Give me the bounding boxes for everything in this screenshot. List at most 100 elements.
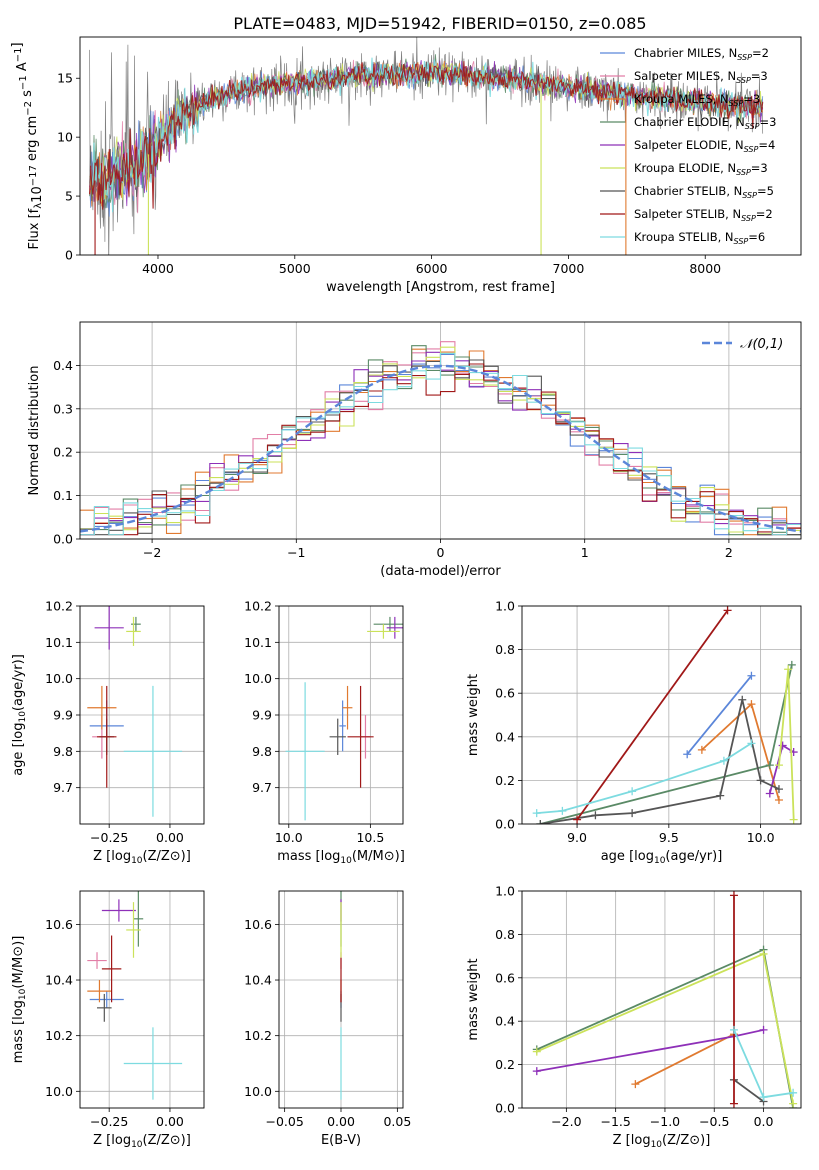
legend-name: Salpeter ELODIE, N — [634, 138, 744, 152]
legend-label: 𝒩(0,1) — [740, 337, 783, 352]
y-tick-label: 10.1 — [244, 635, 272, 650]
residual-histogram — [80, 341, 801, 536]
legend-value: =3 — [743, 92, 760, 106]
y-tick-label: 0.0 — [495, 817, 515, 832]
x-axis-label: (data-model)/error — [380, 564, 501, 579]
observed-spectrum — [89, 37, 764, 255]
legend-sub: SSP — [736, 76, 751, 85]
legend-label: Kroupa STELIB, NSSP=6 — [634, 230, 765, 246]
x-axis-label: Z [log10(Z/Z⊙)] — [613, 1133, 711, 1150]
x-axis-label: age [log10(age/yr)] — [601, 849, 723, 866]
weight-marker — [716, 791, 725, 800]
axis-label-part: ] — [186, 849, 191, 864]
axis-label-part: ] — [11, 654, 26, 659]
axis-label-part: (Z/Z⊙) — [143, 1133, 186, 1148]
legend-label: Kroupa ELODIE, NSSP=3 — [634, 161, 768, 177]
weight-marker — [765, 761, 774, 770]
x-tick-label: −2.0 — [551, 1114, 581, 1129]
y-tick-label: 1.0 — [495, 884, 515, 899]
axes-border — [79, 890, 205, 1109]
y-tick-label: 10.0 — [244, 1084, 272, 1099]
normal-reference-curve — [80, 364, 801, 533]
weight-marker — [759, 949, 768, 958]
errorbar-point — [133, 891, 144, 947]
y-tick-label: 10.0 — [45, 1084, 73, 1099]
axis-label-part: age [log — [601, 849, 654, 864]
axis-label-part: (Z/Z⊙) — [662, 1133, 705, 1148]
x-tick-label: −0.25 — [90, 830, 128, 845]
x-tick-label: 7000 — [553, 261, 585, 276]
weight-marker — [787, 660, 796, 669]
x-tick-label: −2 — [143, 545, 161, 560]
legend-label: Salpeter ELODIE, NSSP=4 — [634, 138, 775, 154]
y-axis-label-part: erg cm — [25, 116, 40, 165]
axes-frame-age-vs-mass: 10.0 10.5 9.7 9.8 9.9 10.0 10.1 10.2 mass [log10… — [244, 599, 405, 867]
y-tick-label: 9.7 — [53, 780, 73, 795]
y-tick-label: 10.1 — [45, 635, 73, 650]
x-tick-label: 8000 — [689, 261, 721, 276]
weight-series-line — [576, 609, 729, 821]
y-tick-label: 0.4 — [495, 729, 515, 744]
x-tick-label: 0.05 — [383, 1114, 411, 1129]
weight-series-line — [540, 699, 780, 824]
x-tick-label: −0.5 — [699, 1114, 729, 1129]
y-axis-label: mass weight — [466, 958, 481, 1040]
weight-marker — [628, 809, 637, 818]
errorbar-point — [89, 991, 124, 1008]
plot-area-weight-vs-age — [532, 606, 798, 824]
errorbar-point — [131, 616, 141, 632]
weight-marker — [789, 815, 798, 824]
axis-label-sub: 10 — [18, 988, 28, 1000]
weight-marker — [729, 1099, 738, 1108]
axes-frame-spectrum: 4000 5000 6000 7000 8000 0 5 10 15 wavelength [An… — [10, 36, 802, 295]
y-tick-label: 0.1 — [53, 488, 73, 503]
legend-value: =2 — [752, 46, 769, 60]
weight-series-line — [540, 664, 793, 824]
x-tick-label: 0.00 — [327, 1114, 355, 1129]
x-tick-label: 0.00 — [156, 1114, 184, 1129]
axes-border — [521, 605, 802, 825]
weight-marker — [536, 820, 545, 824]
errorbar-point — [101, 935, 122, 1003]
y-axis-label: Flux [fλ10−17 erg cm−2 s−1 A−1] — [10, 42, 45, 249]
axes-border — [79, 321, 802, 540]
axes-border — [521, 890, 802, 1109]
errorbar-point — [123, 1027, 183, 1100]
legend-sub: SSP — [744, 145, 759, 154]
y-tick-label: 10.2 — [45, 599, 73, 614]
weight-marker — [789, 1099, 798, 1108]
weight-marker — [774, 761, 783, 770]
axis-label-part: ] — [705, 1133, 710, 1148]
y-tick-label: 10.6 — [45, 917, 73, 932]
axes-frame-residuals: −2 −1 0 1 2 0.0 0.1 0.2 0.3 0.4 𝒩(0,1) (data-model)… — [27, 321, 802, 579]
y-tick-label: 0.3 — [53, 401, 73, 416]
plot-area-mass-vs-z — [87, 891, 183, 1100]
legend-value: =2 — [756, 207, 773, 221]
errorbar-point — [329, 718, 346, 755]
y-tick-label: 0.6 — [495, 970, 515, 985]
y-axis-label-part: s — [20, 90, 35, 101]
legend-name: Salpeter STELIB, N — [634, 207, 741, 221]
legend-label: Salpeter STELIB, NSSP=2 — [634, 207, 773, 223]
weight-marker — [729, 1025, 738, 1034]
axes-border — [278, 605, 404, 825]
weight-series-line — [686, 675, 753, 755]
legend-sub: SSP — [737, 53, 752, 62]
weight-marker — [723, 606, 732, 615]
legend-name: Chabrier ELODIE, N — [634, 115, 745, 129]
x-tick-label: 0 — [437, 545, 445, 560]
x-axis-label: wavelength [Angstrom, rest frame] — [326, 280, 555, 295]
y-axis-label-part: ] — [10, 42, 25, 47]
legend-value: =4 — [758, 138, 775, 152]
weight-marker — [697, 745, 706, 754]
x-tick-label: 0.00 — [156, 830, 184, 845]
axes-frame-age-vs-z: −0.25 0.009.79.89.910.010.110.2Z [log10(Z… — [11, 599, 205, 866]
plot-area-age-vs-z — [87, 606, 183, 817]
axis-label-part: (age/yr) — [11, 659, 26, 711]
errorbar-point — [94, 606, 124, 650]
errorbar-point — [101, 899, 136, 922]
x-tick-label: 4000 — [142, 261, 174, 276]
errorbar-point — [123, 685, 183, 817]
axis-label-part: ] — [186, 1133, 191, 1148]
